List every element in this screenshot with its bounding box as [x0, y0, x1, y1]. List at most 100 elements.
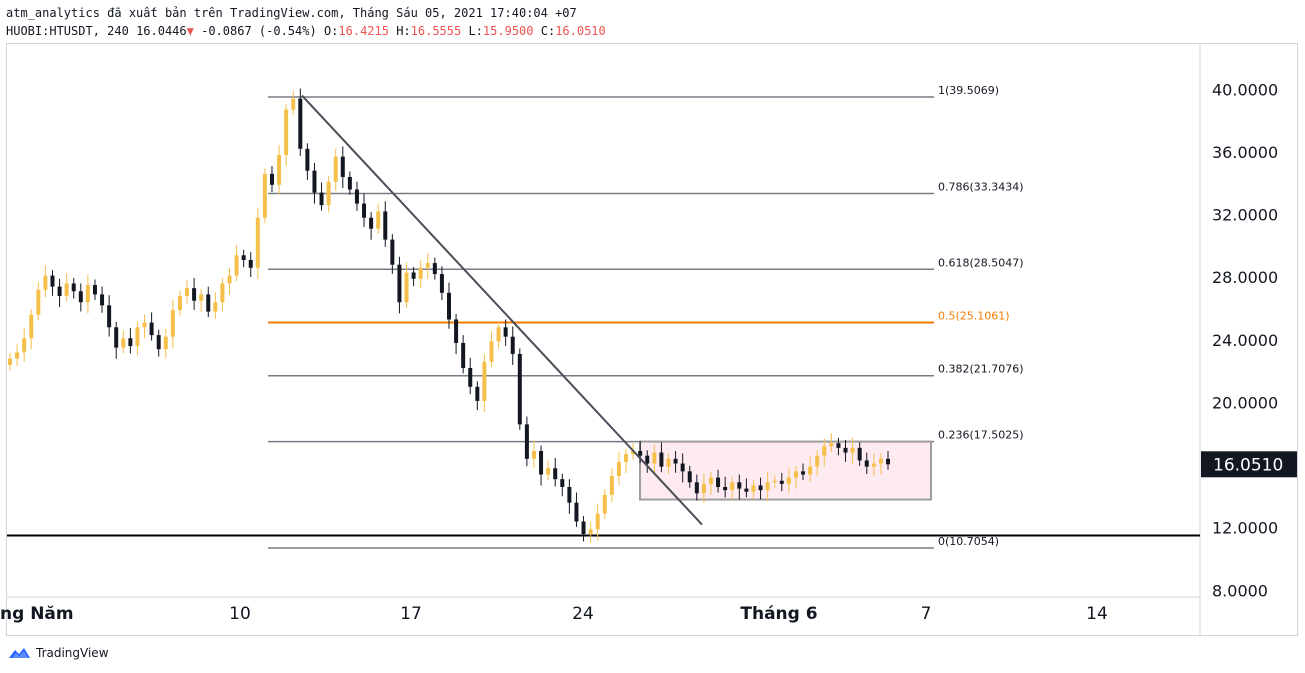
- candle-body: [878, 458, 883, 464]
- x-tick-label: 14: [1086, 604, 1108, 624]
- candle-body: [475, 386, 480, 401]
- candle-body: [687, 471, 692, 483]
- candle-body: [517, 353, 522, 425]
- footer: TradingView: [8, 646, 109, 660]
- candle-body: [581, 521, 586, 534]
- candle-body: [383, 211, 388, 240]
- candle-body: [22, 338, 27, 353]
- y-tick-label: 40.0000: [1212, 80, 1278, 99]
- candle-body: [461, 342, 466, 369]
- candle-body: [376, 211, 381, 229]
- candle-body: [694, 482, 699, 494]
- candle-body: [595, 513, 600, 530]
- candle-body: [574, 502, 579, 522]
- candle-body: [71, 283, 76, 292]
- candle-body: [50, 275, 55, 287]
- candle-body: [107, 305, 112, 328]
- candle-body: [156, 335, 161, 350]
- candle-body: [277, 155, 282, 185]
- candle-body: [390, 239, 395, 265]
- trendline: [301, 94, 703, 526]
- candle-body: [227, 275, 232, 284]
- candle-body: [163, 336, 168, 350]
- candle-body: [241, 255, 246, 260]
- candle-body: [29, 314, 34, 339]
- candle-body: [468, 368, 473, 387]
- candle-body: [411, 272, 416, 279]
- candle-body: [362, 203, 367, 218]
- candle-body: [142, 322, 147, 328]
- candle-body: [100, 294, 105, 306]
- candle-body: [808, 466, 813, 475]
- candle-body: [836, 443, 841, 448]
- candle-body: [199, 294, 204, 301]
- tradingview-logo-icon: [9, 648, 30, 658]
- candle-body: [496, 327, 501, 342]
- candle-body: [8, 358, 12, 365]
- candle-body: [85, 285, 90, 303]
- fib-level-label: 0.618(28.5047): [938, 256, 1024, 269]
- candle-body: [298, 98, 303, 149]
- candle-body: [588, 529, 593, 534]
- candle-body: [864, 460, 869, 467]
- candle-body: [220, 283, 225, 303]
- candle-body: [857, 447, 862, 461]
- candle-body: [631, 450, 636, 455]
- x-tick-label: ng Năm: [0, 604, 74, 624]
- candle-body: [801, 471, 806, 475]
- candle-body: [609, 476, 614, 495]
- candle-body: [616, 461, 621, 477]
- candle-body: [871, 463, 876, 467]
- candle-body: [114, 327, 119, 348]
- candle-body: [121, 338, 126, 348]
- fib-level-label: 0(10.7054): [938, 535, 999, 548]
- candle-body: [567, 487, 572, 503]
- candle-body: [36, 289, 41, 315]
- y-tick-label: 24.0000: [1212, 331, 1278, 350]
- candle-body: [744, 488, 749, 492]
- close-value: 16.0510: [555, 24, 606, 38]
- candle-body: [843, 447, 848, 453]
- candle-body: [652, 452, 657, 464]
- candle-body: [255, 217, 260, 268]
- candle-body: [128, 338, 133, 347]
- current-price-tag: [1201, 451, 1297, 478]
- candle-body: [716, 477, 721, 488]
- y-tick-label: 12.0000: [1212, 519, 1278, 538]
- candle-body: [524, 424, 529, 459]
- candle-body: [262, 173, 267, 218]
- candle-body: [737, 482, 742, 489]
- candle-body: [248, 259, 253, 268]
- last-price: 16.0446: [136, 24, 187, 38]
- symbol-ohlc-line: HUOBI:HTUSDT, 240 16.0446▼ -0.0867 (-0.5…: [6, 24, 606, 39]
- y-tick-label: 8.0000: [1212, 581, 1268, 600]
- candle-body: [319, 192, 324, 206]
- candle-body: [638, 450, 643, 456]
- candle-body: [701, 483, 706, 494]
- candle-body: [553, 468, 558, 480]
- candle-body: [708, 477, 713, 484]
- price-change: -0.0867 (-0.54%): [201, 24, 317, 38]
- range-box: [639, 440, 932, 501]
- candle-body: [546, 468, 551, 475]
- candle-body: [447, 292, 451, 320]
- candle-body: [531, 450, 536, 459]
- candle-body: [850, 447, 855, 453]
- candle-body: [15, 352, 20, 359]
- candle-body: [354, 189, 359, 204]
- candle-body: [43, 275, 48, 290]
- candle-body: [432, 263, 437, 275]
- x-tick-label: 17: [400, 604, 422, 624]
- candle-body: [602, 494, 607, 514]
- candle-body: [673, 458, 678, 464]
- fib-level-label: 0.236(17.5025): [938, 429, 1024, 442]
- candle-body: [418, 267, 423, 279]
- x-tick-label: Tháng 6: [740, 604, 817, 624]
- open-label: O:: [323, 24, 339, 38]
- candle-body: [765, 482, 770, 491]
- candle-body: [284, 109, 289, 156]
- footer-brand[interactable]: TradingView: [36, 646, 109, 660]
- candle-body: [135, 327, 140, 347]
- candle-body: [149, 322, 154, 336]
